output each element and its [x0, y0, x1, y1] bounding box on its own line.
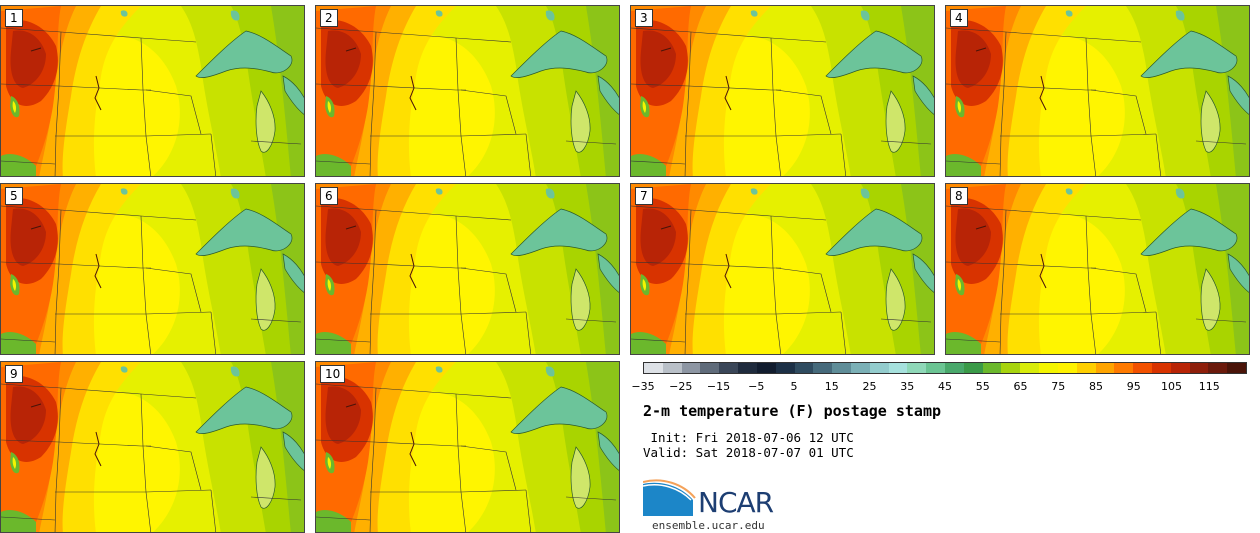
temperature-map	[946, 184, 1249, 354]
colorbar-tick: 35	[900, 380, 915, 393]
temperature-map	[1, 362, 304, 532]
map-panel-3: 3	[630, 5, 935, 177]
colorbar-tick: 95	[1126, 380, 1141, 393]
colorbar-segment	[813, 363, 833, 373]
colorbar-tick: 15	[824, 380, 839, 393]
colorbar-segment	[700, 363, 720, 373]
colorbar-segment	[738, 363, 757, 373]
ensemble-url: ensemble.ucar.edu	[652, 519, 765, 532]
panel-number-label: 6	[320, 187, 338, 205]
map-panel-8: 8	[945, 183, 1250, 355]
colorbar-segment	[1057, 363, 1077, 373]
temperature-colorbar	[643, 362, 1247, 374]
panel-number-label: 5	[5, 187, 23, 205]
colorbar-segment	[926, 363, 945, 373]
init-time: Init: Fri 2018-07-06 12 UTC	[643, 430, 854, 445]
colorbar-segment	[681, 363, 701, 373]
colorbar-segment	[1114, 363, 1134, 373]
colorbar-tick: −25	[669, 380, 693, 393]
colorbar-tick: −5	[748, 380, 765, 393]
colorbar-segment	[1208, 363, 1228, 373]
map-panel-5: 5	[0, 183, 305, 355]
colorbar-segment	[1133, 363, 1152, 373]
panel-number-label: 8	[950, 187, 968, 205]
colorbar-tick: 25	[862, 380, 877, 393]
colorbar-segment	[1020, 363, 1040, 373]
map-panel-7: 7	[630, 183, 935, 355]
valid-time: Valid: Sat 2018-07-07 01 UTC	[643, 445, 854, 460]
map-panel-10: 10	[315, 361, 620, 533]
colorbar-tick: 105	[1161, 380, 1182, 393]
colorbar-segment	[1001, 363, 1021, 373]
temperature-map	[316, 6, 619, 176]
panel-number-label: 7	[635, 187, 653, 205]
colorbar-tick: 45	[938, 380, 952, 393]
colorbar-segment	[945, 363, 964, 373]
colorbar-segment	[794, 363, 814, 373]
panel-number-label: 10	[320, 365, 346, 383]
colorbar-segment	[888, 363, 908, 373]
map-panel-2: 2	[315, 5, 620, 177]
colorbar-segment	[1095, 363, 1115, 373]
temperature-map	[316, 362, 619, 532]
colorbar-tick: 65	[1013, 380, 1028, 393]
colorbar-segment	[982, 363, 1002, 373]
colorbar-segment	[1227, 363, 1246, 373]
temperature-map	[1, 184, 304, 354]
colorbar-tick: 5	[790, 380, 798, 393]
panel-number-label: 9	[5, 365, 23, 383]
colorbar-segment	[832, 363, 851, 373]
colorbar-segment	[869, 363, 889, 373]
colorbar-segment	[850, 363, 870, 373]
colorbar-segment	[963, 363, 983, 373]
map-panel-9: 9	[0, 361, 305, 533]
temperature-map	[316, 184, 619, 354]
map-panel-6: 6	[315, 183, 620, 355]
colorbar-segment	[1076, 363, 1096, 373]
colorbar-tick: 55	[975, 380, 990, 393]
temperature-map	[946, 6, 1249, 176]
colorbar-tick: 115	[1198, 380, 1220, 393]
colorbar-segment	[907, 363, 927, 373]
colorbar-segment	[662, 363, 682, 373]
colorbar-tick: 85	[1089, 380, 1103, 393]
colorbar-segment	[644, 363, 663, 373]
colorbar-tick: −15	[706, 380, 731, 393]
ncar-logo-text: NCAR	[698, 486, 774, 519]
colorbar-segment	[756, 363, 776, 373]
panel-number-label: 2	[320, 9, 338, 27]
colorbar-segment	[1170, 363, 1190, 373]
panel-number-label: 3	[635, 9, 653, 27]
colorbar-segment	[1151, 363, 1171, 373]
temperature-map	[631, 6, 934, 176]
colorbar-tick: 75	[1051, 380, 1066, 393]
ncar-logo-icon	[643, 479, 696, 516]
colorbar-tick-labels: −35 −25 −15 −5 5 15 25 35 45 55 65 75 85 95 105 115	[631, 380, 1247, 394]
colorbar-tick: −35	[631, 380, 655, 393]
colorbar-segment	[1039, 363, 1058, 373]
colorbar-segment	[775, 363, 795, 373]
map-panel-4: 4	[945, 5, 1250, 177]
figure-title: 2-m temperature (F) postage stamp	[643, 402, 942, 420]
panel-number-label: 1	[5, 9, 23, 27]
colorbar-segment	[719, 363, 739, 373]
panel-number-label: 4	[950, 9, 968, 27]
temperature-map	[1, 6, 304, 176]
temperature-map	[631, 184, 934, 354]
map-panel-1: 1	[0, 5, 305, 177]
colorbar-segment	[1189, 363, 1209, 373]
